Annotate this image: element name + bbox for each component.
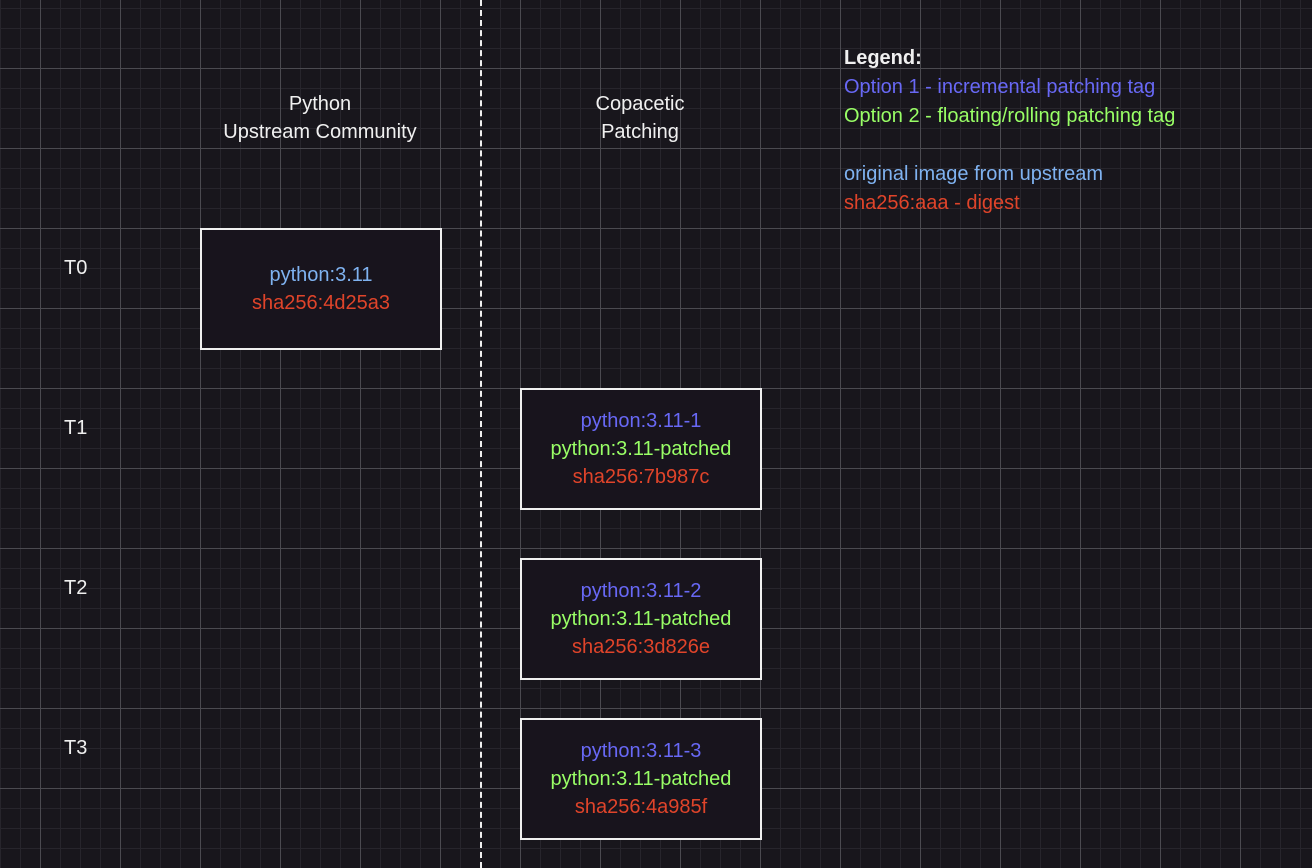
time-label-t1: T1	[64, 417, 88, 439]
column-divider	[480, 0, 482, 868]
incremental-tag: python:3.11-2	[580, 580, 702, 602]
legend: Legend: Option 1 - incremental patching …	[844, 44, 1175, 218]
time-label-t2: T2	[64, 577, 88, 599]
time-label-t0: T0	[64, 257, 88, 279]
copacetic-column-header: Copacetic Patching	[490, 90, 790, 146]
digest: sha256:3d826e	[572, 636, 710, 658]
header-line: Python	[288, 93, 352, 115]
floating-tag: python:3.11-patched	[550, 438, 732, 460]
digest: sha256:4d25a3	[252, 292, 390, 314]
header-line: Patching	[601, 121, 679, 143]
header-line: Copacetic	[595, 93, 685, 115]
digest: sha256:4a985f	[574, 796, 708, 818]
upstream-image-box[interactable]: python:3.11 sha256:4d25a3	[200, 228, 442, 350]
floating-tag: python:3.11-patched	[550, 768, 732, 790]
legend-upstream: original image from upstream	[844, 163, 1103, 185]
upstream-tag: python:3.11	[269, 264, 373, 286]
time-label-t3: T3	[64, 737, 88, 759]
legend-option1: Option 1 - incremental patching tag	[844, 76, 1156, 98]
incremental-tag: python:3.11-3	[580, 740, 702, 762]
patched-image-box-3[interactable]: python:3.11-3 python:3.11-patched sha256…	[520, 718, 762, 840]
incremental-tag: python:3.11-1	[580, 410, 702, 432]
upstream-column-header: Python Upstream Community	[170, 90, 470, 146]
legend-digest: sha256:aaa - digest	[844, 192, 1020, 214]
header-line: Upstream Community	[223, 121, 417, 143]
legend-title: Legend:	[844, 47, 922, 69]
digest: sha256:7b987c	[572, 466, 710, 488]
patched-image-box-1[interactable]: python:3.11-1 python:3.11-patched sha256…	[520, 388, 762, 510]
patched-image-box-2[interactable]: python:3.11-2 python:3.11-patched sha256…	[520, 558, 762, 680]
floating-tag: python:3.11-patched	[550, 608, 732, 630]
legend-option2: Option 2 - floating/rolling patching tag	[844, 105, 1176, 127]
